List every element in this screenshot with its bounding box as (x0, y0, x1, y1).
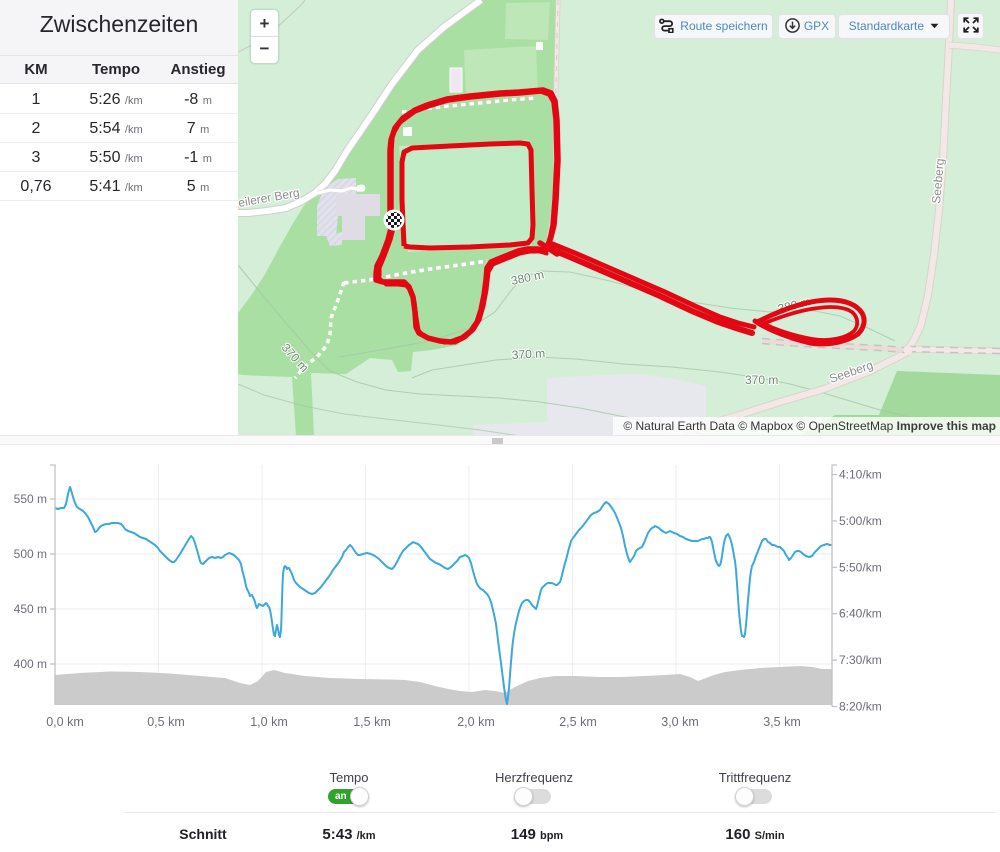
svg-text:550 m: 550 m (14, 492, 47, 506)
svg-text:1,0 km: 1,0 km (250, 715, 288, 729)
svg-text:3,0 km: 3,0 km (661, 715, 699, 729)
svg-text:3,5 km: 3,5 km (763, 715, 801, 729)
svg-text:400 m: 400 m (14, 657, 47, 671)
svg-text:0,5 km: 0,5 km (147, 715, 185, 729)
svg-text:1,5 km: 1,5 km (353, 715, 391, 729)
svg-text:4:10/km: 4:10/km (839, 468, 882, 482)
svg-text:7:30/km: 7:30/km (839, 653, 882, 667)
svg-text:2,0 km: 2,0 km (457, 715, 495, 729)
svg-text:500 m: 500 m (14, 547, 47, 561)
svg-text:370 m: 370 m (745, 373, 778, 387)
svg-text:6:40/km: 6:40/km (839, 607, 882, 621)
svg-text:2,5 km: 2,5 km (559, 715, 597, 729)
svg-text:450 m: 450 m (14, 602, 47, 616)
svg-text:5:00/km: 5:00/km (839, 514, 882, 528)
svg-text:5:50/km: 5:50/km (839, 560, 882, 574)
svg-text:0,0 km: 0,0 km (46, 715, 84, 729)
svg-text:8:20/km: 8:20/km (839, 700, 882, 714)
svg-text:Seeberg: Seeberg (929, 158, 947, 204)
svg-text:370 m: 370 m (511, 346, 545, 362)
